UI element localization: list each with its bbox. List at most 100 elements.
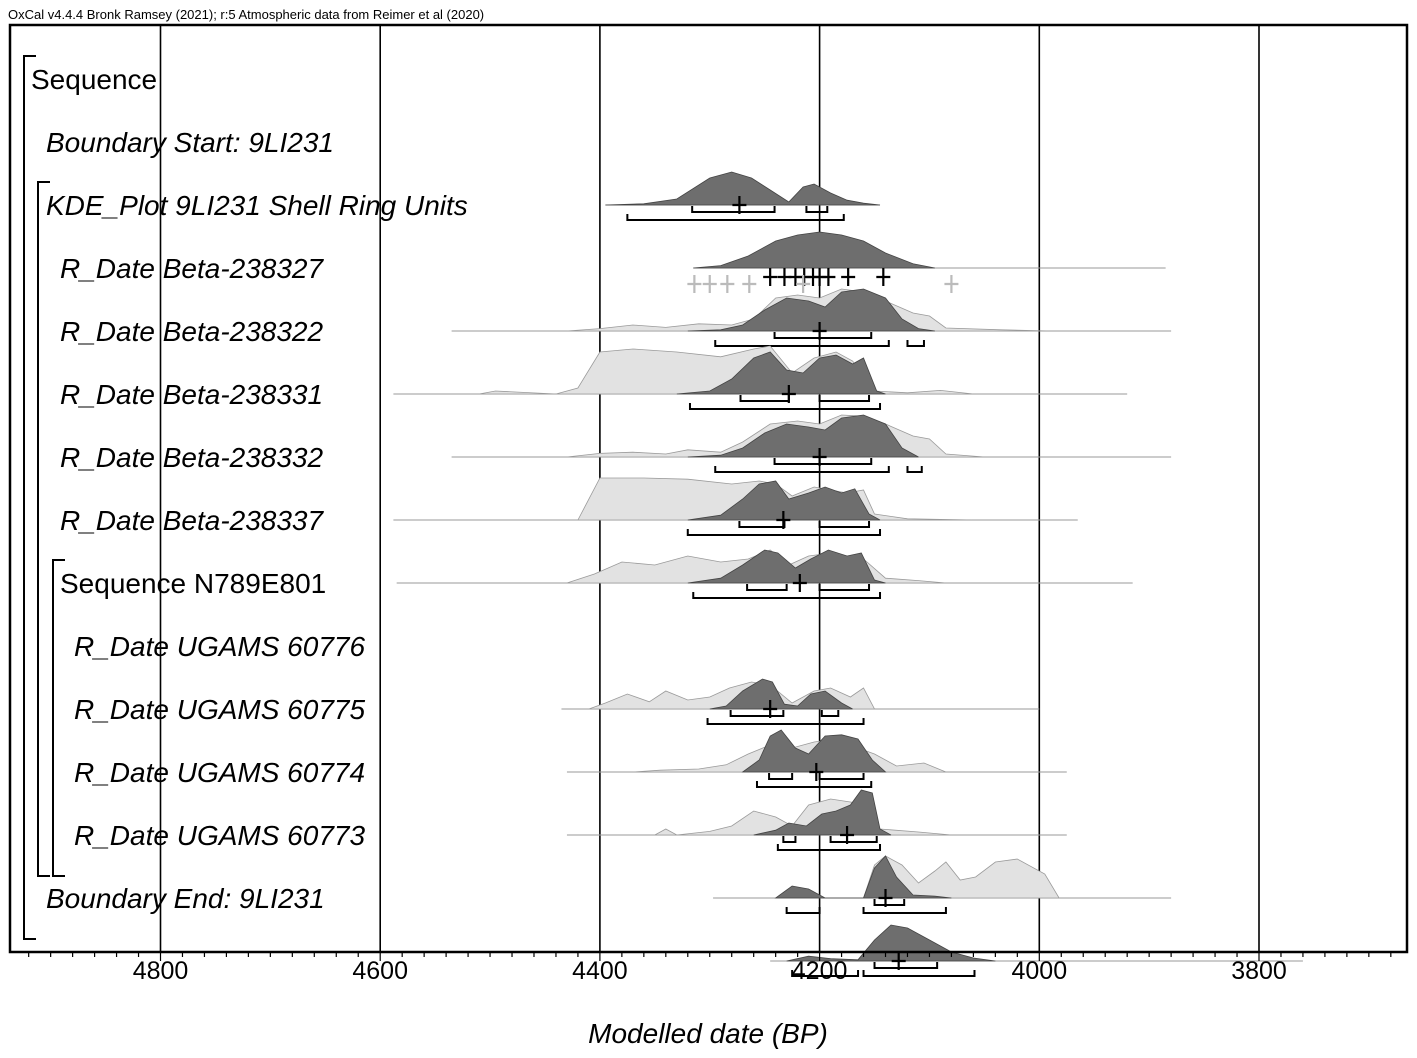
x-axis: 4800 4600 4400 4200 4000 3800 xyxy=(28,952,1392,985)
range-95-bracket xyxy=(776,844,882,851)
range-95-bracket xyxy=(706,718,865,725)
tick-label: 4200 xyxy=(792,957,848,985)
range-95-bracket xyxy=(686,529,882,536)
median-cross xyxy=(878,889,893,907)
range-95-bracket xyxy=(692,592,882,599)
range-95-bracket xyxy=(785,907,821,914)
posterior-distribution xyxy=(774,855,952,899)
sample-cross-faint xyxy=(687,275,702,293)
sequence-bracket xyxy=(23,55,36,940)
row-label: R_Date Beta-238327 xyxy=(60,253,325,284)
sample-cross-faint xyxy=(944,275,959,293)
median-cross xyxy=(781,385,796,403)
range-95-bracket xyxy=(714,340,890,347)
posterior-distribution xyxy=(753,789,892,836)
range-68-bracket xyxy=(782,836,797,843)
median-cross xyxy=(732,196,747,214)
row-label: Sequence N789E801 xyxy=(60,568,326,599)
header-text: OxCal v4.4.4 Bronk Ramsey (2021); r:5 At… xyxy=(8,7,484,22)
median-cross xyxy=(891,952,906,970)
posterior-distribution xyxy=(709,678,853,710)
median-cross xyxy=(812,448,827,466)
row-labels: Sequence Boundary Start: 9LI231 KDE_Plot 9… xyxy=(31,64,468,914)
range-68-bracket xyxy=(818,521,871,528)
distribution-row xyxy=(393,477,1078,536)
row-label: Boundary Start: 9LI231 xyxy=(46,127,334,158)
range-68-bracket xyxy=(773,332,873,339)
range-68-bracket xyxy=(873,899,906,906)
sample-cross xyxy=(821,268,836,286)
range-68-bracket xyxy=(768,773,794,780)
median-cross xyxy=(792,574,807,592)
row-label: R_Date UGAMS 60776 xyxy=(74,631,365,662)
row-label: R_Date Beta-238322 xyxy=(60,316,324,347)
posterior-distribution xyxy=(605,171,881,206)
median-cross xyxy=(776,511,791,529)
tick-label: 4400 xyxy=(572,957,628,985)
range-68-bracket xyxy=(829,836,878,843)
plot-frame xyxy=(8,23,1409,954)
sample-cross-faint xyxy=(796,275,811,293)
range-95-bracket xyxy=(688,403,882,410)
range-68-bracket xyxy=(738,521,786,528)
tick-label: 4600 xyxy=(352,957,408,985)
tick-label: 4800 xyxy=(133,957,189,985)
row-label: KDE_Plot 9LI231 Shell Ring Units xyxy=(46,190,468,221)
sample-cross-faint xyxy=(720,275,735,293)
posterior-distribution xyxy=(676,351,886,395)
range-68-bracket xyxy=(746,584,788,591)
row-label: R_Date Beta-238331 xyxy=(60,379,323,410)
range-95-bracket xyxy=(862,907,947,914)
sample-cross xyxy=(876,268,891,286)
row-label: Boundary End: 9LI231 xyxy=(46,883,325,914)
distribution-row xyxy=(687,231,1166,293)
range-68-bracket xyxy=(820,710,840,717)
distribution-row xyxy=(561,678,1040,725)
range-95-bracket xyxy=(626,214,845,221)
range-95-bracket xyxy=(906,466,923,473)
range-95-bracket xyxy=(862,970,976,977)
range-95-bracket xyxy=(791,970,860,977)
range-95-bracket xyxy=(714,466,890,473)
posterior-distribution xyxy=(687,480,881,521)
sequence-bracket xyxy=(37,181,50,877)
median-cross xyxy=(809,763,824,781)
range-68-bracket xyxy=(729,710,785,717)
range-68-bracket xyxy=(818,395,871,402)
sequence-brackets xyxy=(23,55,65,940)
distribution-row xyxy=(566,729,1067,788)
sample-cross-faint xyxy=(742,275,757,293)
row-label: R_Date Beta-238337 xyxy=(60,505,325,536)
range-95-bracket xyxy=(906,340,925,347)
sample-cross-faint xyxy=(702,275,717,293)
sequence-bracket xyxy=(52,559,65,877)
posterior-distribution xyxy=(741,729,887,773)
median-cross xyxy=(840,826,855,844)
range-68-bracket xyxy=(873,962,939,969)
tick-label: 4000 xyxy=(1011,957,1067,985)
range-95-bracket xyxy=(755,781,873,788)
row-label: R_Date UGAMS 60773 xyxy=(74,820,365,851)
likelihood-distribution xyxy=(862,855,1060,899)
distribution-row xyxy=(713,855,1172,914)
tick-label: 3800 xyxy=(1231,957,1287,985)
posterior-distribution xyxy=(687,414,919,458)
range-68-bracket xyxy=(805,206,829,213)
distribution-row xyxy=(396,549,1133,599)
sample-cross xyxy=(763,268,778,286)
row-label: R_Date UGAMS 60774 xyxy=(74,757,365,788)
row-label: R_Date UGAMS 60775 xyxy=(74,694,365,725)
distribution-row xyxy=(605,171,881,221)
row-label: Sequence xyxy=(31,64,157,95)
median-cross xyxy=(763,700,778,718)
range-68-bracket xyxy=(773,458,873,465)
range-68-bracket xyxy=(739,395,790,402)
distribution-row xyxy=(451,288,1172,347)
distribution-row xyxy=(393,345,1128,410)
range-68-bracket xyxy=(818,773,865,780)
distribution-row xyxy=(451,414,1172,473)
posterior-distribution xyxy=(693,231,935,269)
distribution-row xyxy=(566,789,1067,851)
posterior-distribution xyxy=(687,288,935,332)
